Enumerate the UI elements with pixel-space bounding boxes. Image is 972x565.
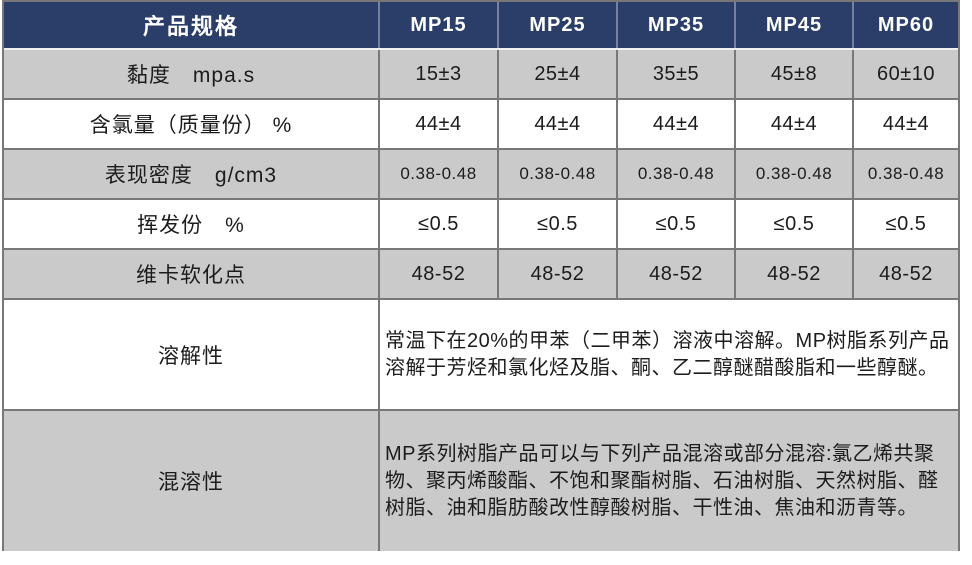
column-header-mp45: MP45 (734, 2, 852, 48)
cell-value: 48-52 (734, 250, 852, 298)
table-row-vicat-softening-point: 维卡软化点 48-52 48-52 48-52 48-52 48-52 (4, 250, 958, 300)
cell-value: 44±4 (497, 100, 616, 148)
cell-value: 0.38-0.48 (852, 150, 958, 198)
miscibility-description: MP系列树脂产品可以与下列产品混溶或部分混溶:氯乙烯共聚物、聚丙烯酸酯、不饱和聚… (378, 411, 958, 551)
cell-value: 35±5 (616, 50, 734, 98)
cell-value: 45±8 (734, 50, 852, 98)
cell-value: ≤0.5 (378, 200, 497, 248)
cell-value: 44±4 (852, 100, 958, 148)
cell-value: 48-52 (378, 250, 497, 298)
cell-value: 25±4 (497, 50, 616, 98)
column-header-mp25: MP25 (497, 2, 616, 48)
header-product-spec: 产品规格 (142, 14, 239, 39)
cell-value: ≤0.5 (852, 200, 958, 248)
column-header-mp35: MP35 (616, 2, 734, 48)
cell-value: 48-52 (497, 250, 616, 298)
product-spec-table: 产品规格 MP15 MP25 MP35 MP45 MP60 黏度 mpa.s 1… (2, 0, 960, 551)
table-row-miscibility: 混溶性 MP系列树脂产品可以与下列产品混溶或部分混溶:氯乙烯共聚物、聚丙烯酸酯、… (4, 411, 958, 551)
row-label: 黏度 mpa.s (126, 64, 256, 87)
cell-value: 44±4 (734, 100, 852, 148)
cell-value: 44±4 (378, 100, 497, 148)
cell-value: 48-52 (852, 250, 958, 298)
row-label: 挥发份 % (137, 214, 245, 237)
column-header-mp15: MP15 (378, 2, 497, 48)
row-label: 溶解性 (158, 344, 224, 368)
cell-value: 0.38-0.48 (616, 150, 734, 198)
table-row-apparent-density: 表现密度 g/cm3 0.38-0.48 0.38-0.48 0.38-0.48… (4, 150, 958, 200)
row-label: 混溶性 (158, 471, 224, 494)
table-header-row: 产品规格 MP15 MP25 MP35 MP45 MP60 (4, 2, 958, 50)
table-row-solubility: 溶解性 常温下在20%的甲苯（二甲苯）溶液中溶解。MP树脂系列产品溶解于芳烃和氯… (4, 300, 958, 411)
row-label: 表现密度 g/cm3 (104, 164, 278, 187)
column-header-mp60: MP60 (852, 2, 958, 48)
cell-value: ≤0.5 (734, 200, 852, 248)
row-label: 维卡软化点 (136, 264, 246, 287)
table-row-volatile-content: 挥发份 % ≤0.5 ≤0.5 ≤0.5 ≤0.5 ≤0.5 (4, 200, 958, 250)
cell-value: 44±4 (616, 100, 734, 148)
cell-value: ≤0.5 (497, 200, 616, 248)
cell-value: 15±3 (378, 50, 497, 98)
cell-value: 0.38-0.48 (497, 150, 616, 198)
cell-value: 0.38-0.48 (734, 150, 852, 198)
cell-value: ≤0.5 (616, 200, 734, 248)
cell-value: 48-52 (616, 250, 734, 298)
row-label: 含氯量（质量份） % (89, 114, 293, 137)
solubility-description: 常温下在20%的甲苯（二甲苯）溶液中溶解。MP树脂系列产品溶解于芳烃和氯化烃及脂… (378, 300, 958, 409)
table-row-chlorine-content: 含氯量（质量份） % 44±4 44±4 44±4 44±4 44±4 (4, 100, 958, 150)
table-row-viscosity: 黏度 mpa.s 15±3 25±4 35±5 45±8 60±10 (4, 50, 958, 100)
cell-value: 60±10 (852, 50, 958, 98)
cell-value: 0.38-0.48 (378, 150, 497, 198)
